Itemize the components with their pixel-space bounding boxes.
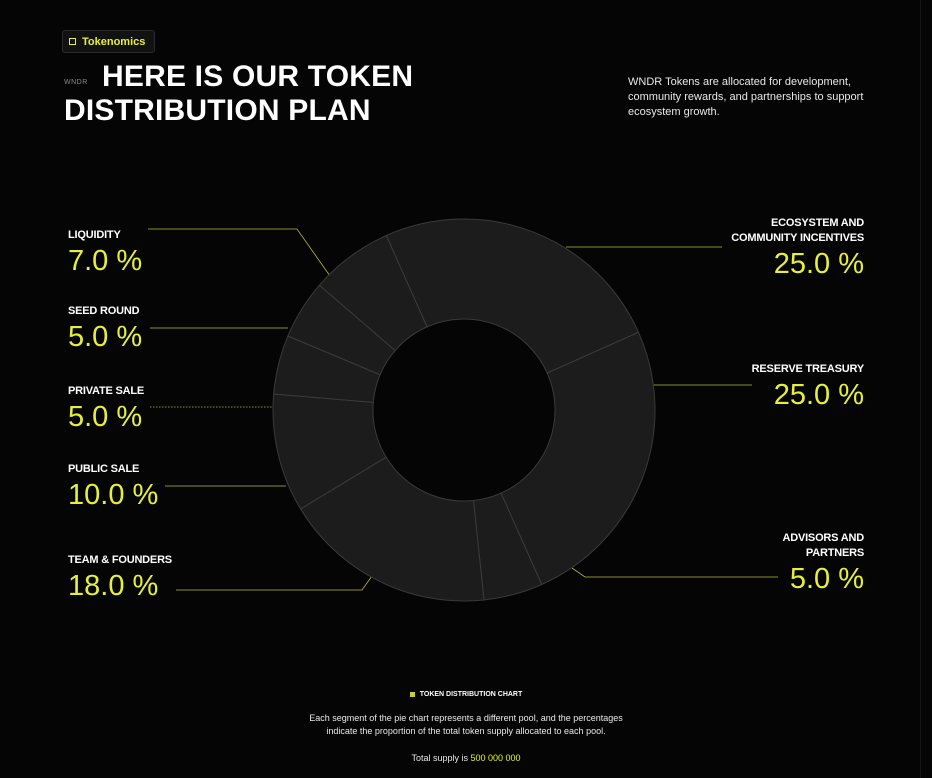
leader-line [176, 575, 373, 591]
label-reserve-treasury: RESERVE TREASURY 25.0 % [664, 362, 865, 411]
label-ecosystem-pct: 25.0 % [773, 248, 864, 280]
label-reserve-treasury-pct: 25.0 % [773, 379, 864, 411]
page-title: HERE IS OUR TOKEN DISTRIBUTION PLAN [64, 60, 414, 127]
description-line-2: indicate the proportion of the total tok… [326, 726, 606, 736]
label-team-founders-pct: 18.0 % [68, 570, 159, 602]
donut-hole [374, 320, 554, 500]
label-seed-round-pct: 5.0 % [68, 321, 143, 353]
label-public-sale-pct: 10.0 % [68, 479, 159, 511]
chart-slices [272, 218, 656, 602]
label-public-sale: PUBLIC SALE 10.0 % [68, 462, 158, 511]
badge-label: Tokenomics [82, 35, 146, 48]
label-private-sale-name: PRIVATE SALE [68, 385, 145, 397]
label-seed-round: SEED ROUND 5.0 % [68, 304, 142, 353]
label-private-sale: PRIVATE SALE 5.0 % [68, 384, 144, 433]
leader-lines [148, 228, 778, 591]
pie-slice [318, 234, 428, 352]
label-private-sale-pct: 5.0 % [68, 401, 143, 433]
brand-tag: WNDR [64, 79, 88, 86]
label-public-sale-name: PUBLIC SALE [68, 463, 140, 475]
total-supply: Total supply is 500 000 000 [0, 753, 932, 763]
supply-value: 500 000 000 [470, 753, 521, 763]
pie-slice [500, 331, 656, 586]
label-liquidity-name: LIQUIDITY [68, 229, 121, 241]
label-advisors-name: ADVISORS AND PARTNERS [782, 532, 864, 559]
description-line-1: Each segment of the pie chart represents… [309, 713, 623, 723]
tokenomics-badge[interactable]: Tokenomics [62, 30, 156, 53]
pie-slice [385, 218, 640, 374]
label-ecosystem-name: ECOSYSTEM AND COMMUNITY INCENTIVES [731, 217, 864, 244]
label-advisors: ADVISORS AND PARTNERS 5.0 % [664, 531, 864, 595]
leader-line [148, 228, 331, 277]
intro-text: WNDR Tokens are allocated for developmen… [628, 76, 864, 118]
leader-line [571, 567, 778, 578]
pie-slice [299, 456, 485, 602]
label-liquidity-pct: 7.0 % [68, 245, 143, 277]
square-icon [69, 38, 76, 45]
square-icon [409, 692, 415, 697]
chart-caption-text: TOKEN DISTRIBUTION CHART [419, 691, 523, 698]
label-reserve-treasury-name: RESERVE TREASURY [751, 363, 865, 375]
label-liquidity: LIQUIDITY 7.0 % [68, 228, 142, 277]
label-team-founders: TEAM & FOUNDERS 18.0 % [68, 553, 172, 602]
label-advisors-pct: 5.0 % [789, 563, 864, 595]
chart-description: Each segment of the pie chart represents… [0, 712, 932, 738]
label-team-founders-name: TEAM & FOUNDERS [68, 554, 172, 566]
label-ecosystem: ECOSYSTEM AND COMMUNITY INCENTIVES 25.0 … [664, 216, 864, 280]
label-seed-round-name: SEED ROUND [68, 305, 140, 317]
chart-caption: TOKEN DISTRIBUTION CHART [0, 691, 932, 698]
supply-label: Total supply is [411, 753, 468, 763]
